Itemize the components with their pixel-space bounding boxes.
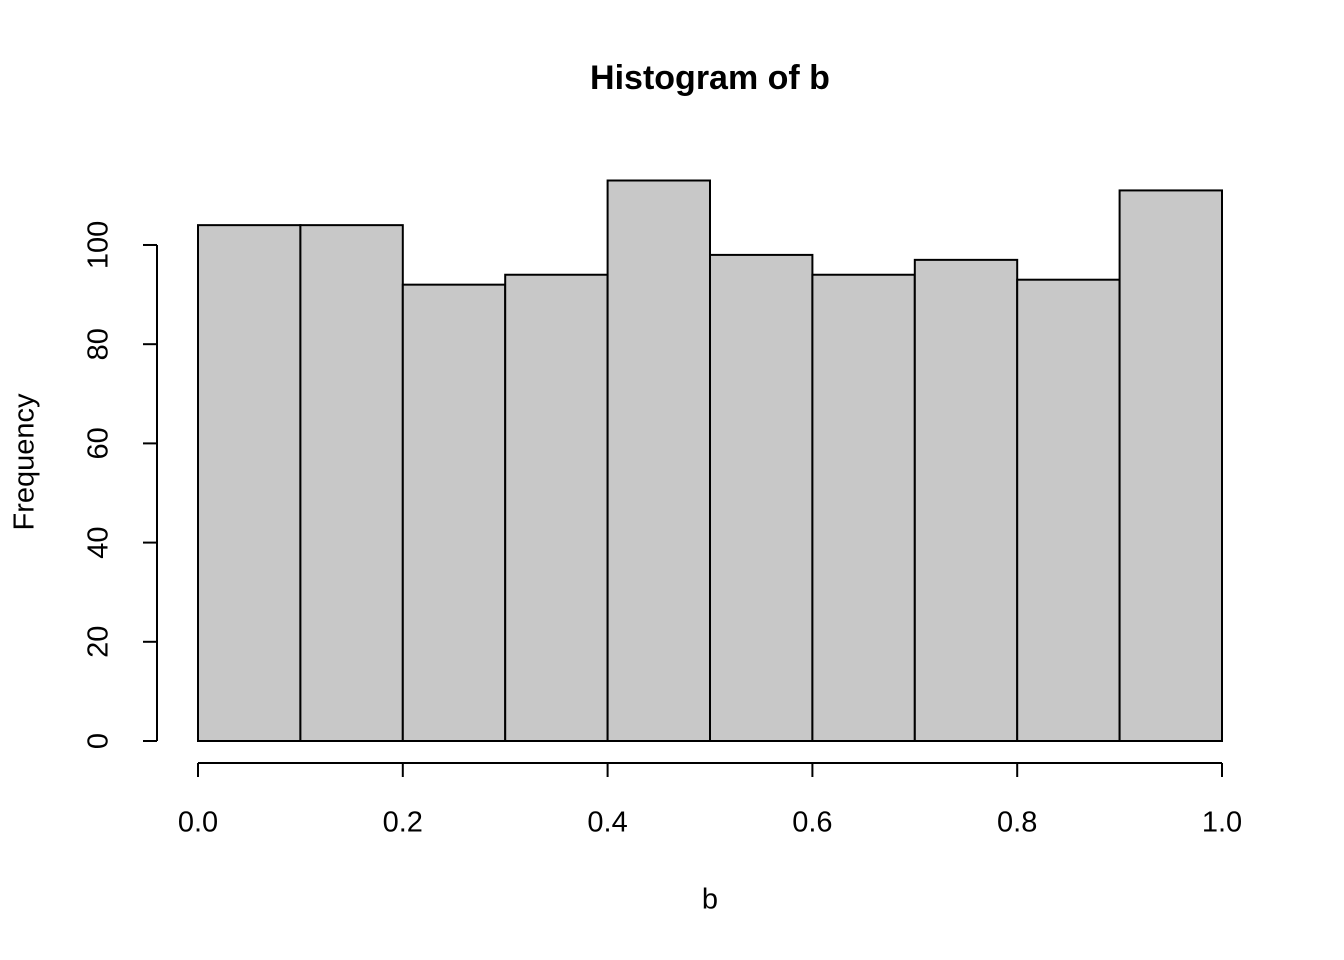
x-tick-label: 0.0	[178, 807, 218, 839]
bar	[606, 179, 711, 742]
x-axis-label: b	[702, 884, 718, 916]
x-tick-label: 0.2	[383, 807, 423, 839]
bar	[709, 253, 814, 742]
x-tick-label: 0.6	[792, 807, 832, 839]
y-tick-label: 20	[83, 626, 115, 658]
y-tick-label: 100	[83, 221, 115, 269]
x-tick-label: 0.8	[997, 807, 1037, 839]
y-tick-label: 0	[83, 733, 115, 749]
y-tick-label: 80	[83, 328, 115, 360]
y-tick-label: 40	[83, 526, 115, 558]
bar	[401, 283, 507, 742]
bar	[1016, 278, 1121, 742]
x-tick-label: 0.4	[587, 807, 627, 839]
bar	[504, 273, 609, 742]
chart-title: Histogram of b	[590, 59, 830, 97]
bar	[913, 258, 1019, 742]
y-axis-label: Frequency	[9, 393, 41, 531]
x-tick-label: 1.0	[1202, 807, 1242, 839]
y-tick-label: 60	[83, 427, 115, 459]
bar	[299, 224, 404, 742]
bar	[1118, 189, 1223, 742]
bar	[811, 273, 916, 742]
bar	[197, 224, 302, 742]
